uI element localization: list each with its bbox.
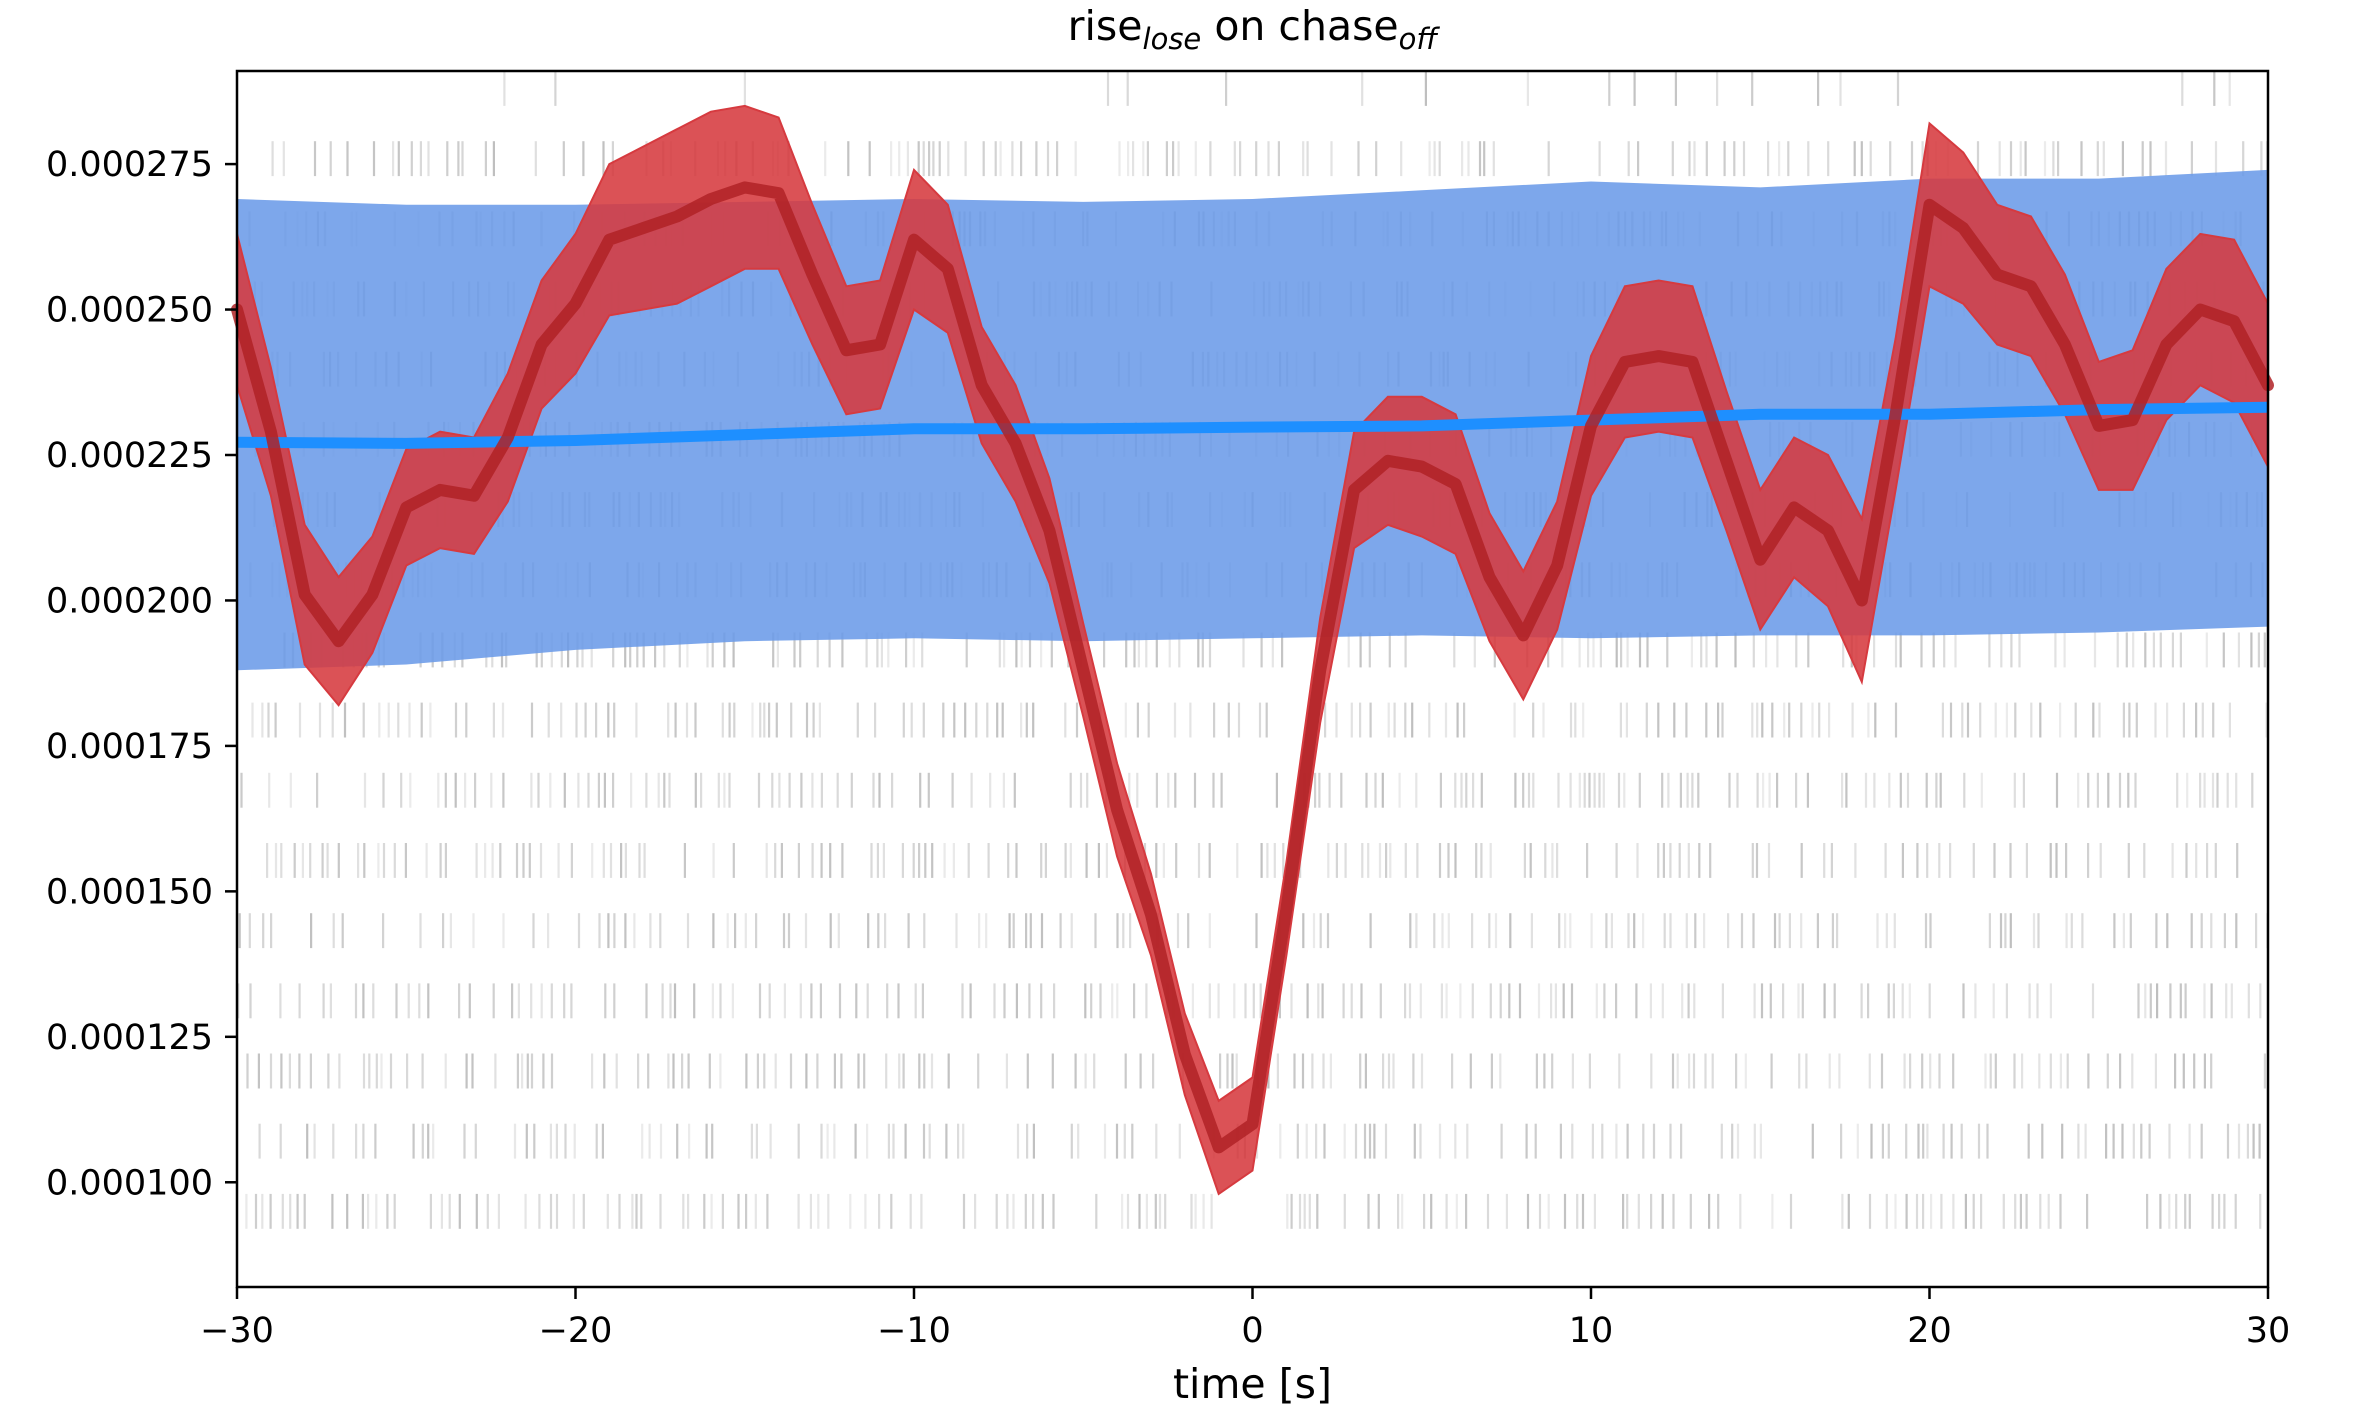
y-tick-label: 0.000150 xyxy=(46,872,213,912)
y-tick-label: 0.000250 xyxy=(46,291,213,331)
chart-title: riselose on chaseoff xyxy=(1068,2,1441,56)
title-sub-2: off xyxy=(1399,22,1441,56)
event-line xyxy=(231,181,2274,1154)
x-axis-label: time [s] xyxy=(1173,1360,1332,1408)
x-tick-label: −10 xyxy=(877,1311,951,1351)
bands xyxy=(236,104,2269,1196)
x-tick-label: 30 xyxy=(2246,1311,2291,1351)
title-sub-1: lose xyxy=(1143,22,1202,56)
axes: −30 −20 −10 0 10 20 30 0.000100 0.000125 0.000150… xyxy=(46,69,2291,1351)
y-tick-label: 0.000275 xyxy=(46,145,213,185)
x-tick-label: −30 xyxy=(200,1311,274,1351)
baseline-line xyxy=(236,401,2269,449)
title-mid: on chase xyxy=(1201,2,1398,50)
x-tick-label: 20 xyxy=(1907,1311,1952,1351)
x-tick-label: −20 xyxy=(539,1311,613,1351)
series-lines xyxy=(231,181,2274,1154)
x-tick-label: 0 xyxy=(1241,1311,1263,1351)
y-tick-label: 0.000100 xyxy=(46,1163,213,1203)
y-tick-label: 0.000175 xyxy=(46,727,213,767)
y-tick-label: 0.000200 xyxy=(46,581,213,621)
x-tick-label: 10 xyxy=(1569,1311,1614,1351)
y-tick-label: 0.000225 xyxy=(46,436,213,476)
title-main: rise xyxy=(1068,2,1143,50)
y-tick-label: 0.000125 xyxy=(46,1018,213,1058)
